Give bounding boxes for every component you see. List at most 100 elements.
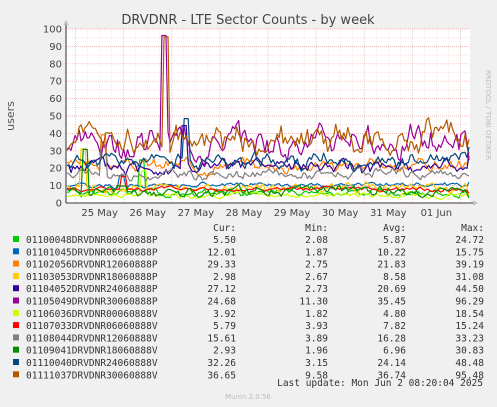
legend-value: 32.26	[207, 358, 236, 369]
legend-value: 7.82	[383, 321, 406, 332]
legend-value: 44.50	[455, 284, 484, 295]
legend-value: 33.23	[455, 333, 484, 344]
legend-value: 5.79	[213, 321, 236, 332]
x-tick-label: 01 Jun	[421, 208, 453, 219]
legend-value: 4.80	[383, 309, 406, 320]
legend-series-name: 01106036DRVDNR00060888V	[26, 309, 158, 320]
y-tick-label: 80	[49, 59, 62, 70]
series-line	[66, 144, 470, 182]
legend-value: 5.50	[213, 235, 236, 246]
legend-series-name: 01104052DRVDNR24060888P	[26, 284, 158, 295]
legend-swatch	[13, 359, 19, 365]
munin-footer: Munin 2.0.56	[225, 393, 271, 401]
legend-value: 5.87	[383, 235, 406, 246]
series-line	[66, 36, 470, 156]
legend-value: 15.24	[455, 321, 484, 332]
legend-series-name: 01111037DRVDNR30060888V	[26, 370, 158, 381]
legend-value: 36.65	[207, 370, 236, 381]
legend-value: 30.83	[455, 346, 484, 357]
legend-value: 1.87	[305, 247, 328, 258]
x-tick-label: 26 May	[129, 208, 166, 219]
series-line	[66, 170, 470, 200]
legend-series-name: 01102056DRVDNR12060888P	[26, 260, 158, 271]
legend-swatch	[13, 334, 19, 341]
legend-value: 3.93	[305, 321, 328, 332]
legend-swatch	[13, 371, 19, 378]
legend-value: 39.19	[455, 260, 484, 271]
legend-series-name: 01109041DRVDNR18060888V	[26, 346, 158, 357]
legend-value: 24.68	[207, 297, 236, 308]
legend-value: 48.48	[455, 358, 484, 369]
legend: Cur: Min: Avg: Max: 01100048DRVDNR00060888P 5…	[13, 223, 484, 381]
y-tick-label: 0	[56, 199, 62, 210]
legend-series-name: 01105049DRVDNR30060888P	[26, 297, 158, 308]
legend-header: Min:	[305, 223, 328, 234]
x-tick-label: 28 May	[226, 208, 263, 219]
legend-value: 21.83	[377, 260, 406, 271]
y-axis-arrow	[63, 20, 69, 25]
legend-value: 9.58	[305, 370, 328, 381]
x-tick-label: 29 May	[274, 208, 311, 219]
legend-value: 35.45	[377, 297, 406, 308]
legend-value: 2.93	[213, 346, 236, 357]
legend-value: 20.69	[377, 284, 406, 295]
legend-series-name: 01110040DRVDNR24060888V	[26, 358, 158, 369]
legend-value: 15.61	[207, 333, 236, 344]
legend-value: 2.75	[305, 260, 328, 271]
legend-swatch	[13, 309, 19, 316]
series-line	[66, 117, 470, 173]
y-tick-label: 90	[49, 42, 62, 53]
x-axis-arrow	[473, 200, 478, 206]
legend-swatch	[13, 322, 19, 329]
legend-value: 10.22	[377, 247, 406, 258]
legend-header: Cur:	[213, 223, 236, 234]
legend-value: 18.54	[455, 309, 484, 320]
legend-swatch	[13, 236, 19, 242]
legend-value: 1.96	[305, 346, 328, 357]
y-tick-label: 20	[49, 164, 62, 175]
x-tick-label: 30 May	[322, 208, 359, 219]
legend-value: 96.29	[455, 297, 484, 308]
legend-series-name: 01100048DRVDNR00060888P	[26, 235, 158, 246]
legend-swatch	[13, 297, 19, 304]
legend-value: 95.48	[455, 370, 484, 381]
series-line	[66, 124, 470, 176]
legend-swatch	[13, 272, 19, 279]
legend-value: 2.98	[213, 272, 236, 283]
legend-value: 16.28	[377, 333, 406, 344]
legend-value: 15.75	[455, 247, 484, 258]
x-tick-label: 27 May	[178, 208, 215, 219]
legend-value: 8.58	[383, 272, 406, 283]
y-tick-label: 40	[49, 129, 62, 140]
y-tick-label: 60	[49, 94, 62, 105]
legend-value: 6.96	[383, 346, 406, 357]
series-line	[66, 148, 470, 199]
y-tick-label: 70	[49, 77, 62, 88]
legend-value: 2.67	[305, 272, 328, 283]
legend-series-name: 01108044DRVDNR12060888V	[26, 333, 158, 344]
legend-series-name: 01107033DRVDNR06060888V	[26, 321, 158, 332]
legend-header: Avg:	[383, 223, 406, 234]
legend-value: 3.89	[305, 333, 328, 344]
legend-value: 31.08	[455, 272, 484, 283]
legend-series-name: 01101045DRVDNR06060888P	[26, 247, 158, 258]
chart-title: DRVDNR - LTE Sector Counts - by week	[121, 13, 375, 28]
legend-header: Max:	[461, 223, 484, 234]
legend-value: 24.14	[377, 358, 406, 369]
legend-value: 24.72	[455, 235, 484, 246]
rrdtool-side-label: RRDTOOL / TOBI OETIKER	[484, 70, 492, 160]
legend-value: 3.92	[213, 309, 236, 320]
x-tick-label: 31 May	[370, 208, 407, 219]
legend-swatch	[13, 346, 19, 353]
y-tick-label: 100	[43, 25, 62, 36]
last-update: Last update: Mon Jun 2 08:20:04 2025	[277, 378, 483, 389]
legend-swatch	[13, 285, 19, 292]
x-tick-label: 25 May	[81, 208, 118, 219]
legend-value: 1.82	[305, 309, 328, 320]
legend-swatch	[13, 260, 19, 267]
legend-value: 3.15	[305, 358, 328, 369]
y-tick-label: 50	[49, 112, 62, 123]
y-axis-label: users	[4, 101, 17, 131]
legend-value: 11.30	[299, 297, 328, 308]
